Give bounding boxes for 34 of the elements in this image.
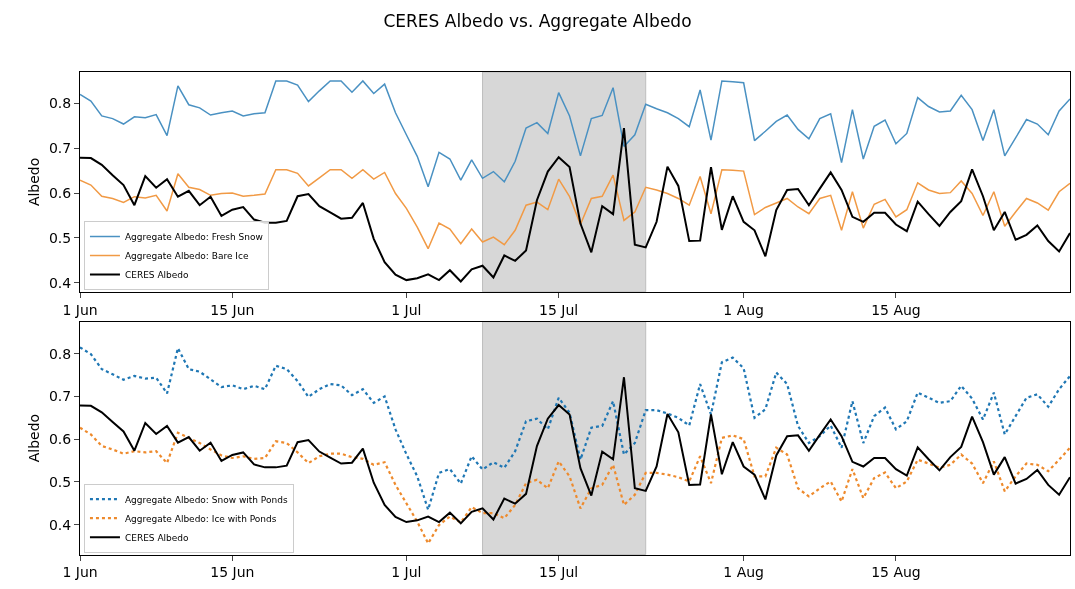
legend-label: Aggregate Albedo: Bare Ice [124,251,249,262]
y-tick-label: 0.6 [48,185,72,201]
y-tick-label: 0.5 [48,473,72,490]
y-tick-label: 0.4 [48,516,72,533]
legend-label: Aggregate Albedo: Snow with Ponds [124,494,288,505]
y-tick-label: 0.7 [48,388,72,405]
line-series [80,169,1070,250]
x-tick-label: 1 Jul [391,564,422,581]
x-tick-label: 15 Aug [871,564,921,581]
line-series [80,426,1070,545]
line-series [80,80,1070,188]
y-tick-label: 0.5 [48,229,72,246]
chart-title: CERES Albedo vs. Aggregate Albedo [383,10,692,31]
y-tick-label: 0.4 [48,274,72,291]
x-tick-label: 15 Jun [210,301,255,318]
x-tick-label: 1 Jun [62,301,98,318]
legend-label: Aggregate Albedo: Ice with Ponds [124,513,277,524]
y-axis-title: Albedo [25,157,42,207]
y-tick-label: 0.6 [48,431,72,448]
legend-label: CERES Albedo [124,532,190,543]
x-tick-label: 1 Jul [391,301,422,318]
x-tick-label: 1 Aug [723,301,764,318]
y-tick-label: 0.7 [48,140,72,157]
legend-label: CERES Albedo [124,270,190,281]
y-tick-label: 0.8 [48,345,72,362]
y-tick-label: 0.8 [48,95,72,112]
y-axis-title: Albedo [25,413,42,463]
x-tick-label: 15 Jul [539,564,579,581]
x-tick-label: 15 Jul [539,301,579,318]
x-tick-label: 15 Jun [210,564,255,581]
x-tick-label: 1 Aug [723,564,764,581]
x-tick-label: 1 Jun [62,564,98,581]
legend-label: Aggregate Albedo: Fresh Snow [124,232,263,243]
x-tick-label: 15 Aug [871,301,921,318]
